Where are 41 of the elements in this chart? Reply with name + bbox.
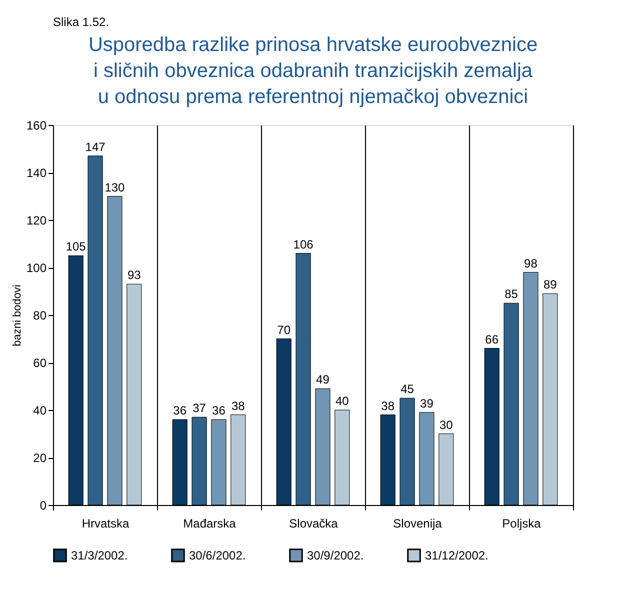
data-label: 66 — [485, 332, 499, 346]
x-tick-label: Mađarska — [183, 516, 236, 530]
data-label: 85 — [504, 287, 518, 302]
legend-label: 31/3/2002. — [71, 548, 128, 562]
data-label: 37 — [192, 401, 206, 416]
data-label: 105 — [66, 240, 86, 254]
legend-label: 31/12/2002. — [425, 548, 488, 562]
legend-label: 30/6/2002. — [189, 548, 246, 562]
y-tick-label: 80 — [33, 308, 47, 322]
legend-label: 30/9/2002. — [307, 548, 364, 562]
data-label: 89 — [543, 278, 558, 292]
data-label: 36 — [173, 404, 187, 418]
data-label: 38 — [231, 398, 246, 413]
x-tick-label: Poljska — [502, 516, 542, 530]
data-label: 38 — [381, 398, 395, 413]
y-tick-label: 120 — [26, 214, 47, 228]
data-label: 106 — [293, 237, 314, 252]
data-label: 49 — [316, 372, 330, 387]
data-label: 36 — [212, 404, 226, 418]
y-tick-label: 160 — [26, 118, 47, 132]
y-tick-label: 20 — [33, 451, 47, 465]
x-tick-label: Slovenija — [393, 516, 442, 530]
chart-title: Usporedba razlike prinosa hrvatske euroobveznice i sličnih obveznica odabranih tranzicijskih zemalja u odnosu prema referentnoj njemačkoj obveznici — [88, 34, 538, 108]
data-label: 30 — [439, 418, 454, 432]
x-tick-label: Slovačka — [289, 516, 338, 530]
y-tick-label: 40 — [33, 404, 47, 418]
data-label: 98 — [524, 256, 538, 270]
data-label: 147 — [85, 140, 106, 154]
data-label: 93 — [127, 268, 142, 282]
x-tick-label: Hrvatska — [82, 516, 130, 530]
data-label: 130 — [104, 180, 126, 194]
data-label: 40 — [335, 394, 350, 408]
y-tick-label: 100 — [26, 261, 47, 275]
data-label: 39 — [420, 396, 434, 410]
y-tick-label: 0 — [40, 498, 47, 512]
data-label: 45 — [400, 382, 414, 396]
y-axis-title: bazni bodovi — [11, 284, 24, 346]
data-label: 70 — [277, 322, 291, 337]
y-tick-label: 140 — [26, 166, 47, 180]
y-tick-label: 60 — [33, 356, 47, 370]
text: Slika 1.52. — [53, 15, 110, 29]
